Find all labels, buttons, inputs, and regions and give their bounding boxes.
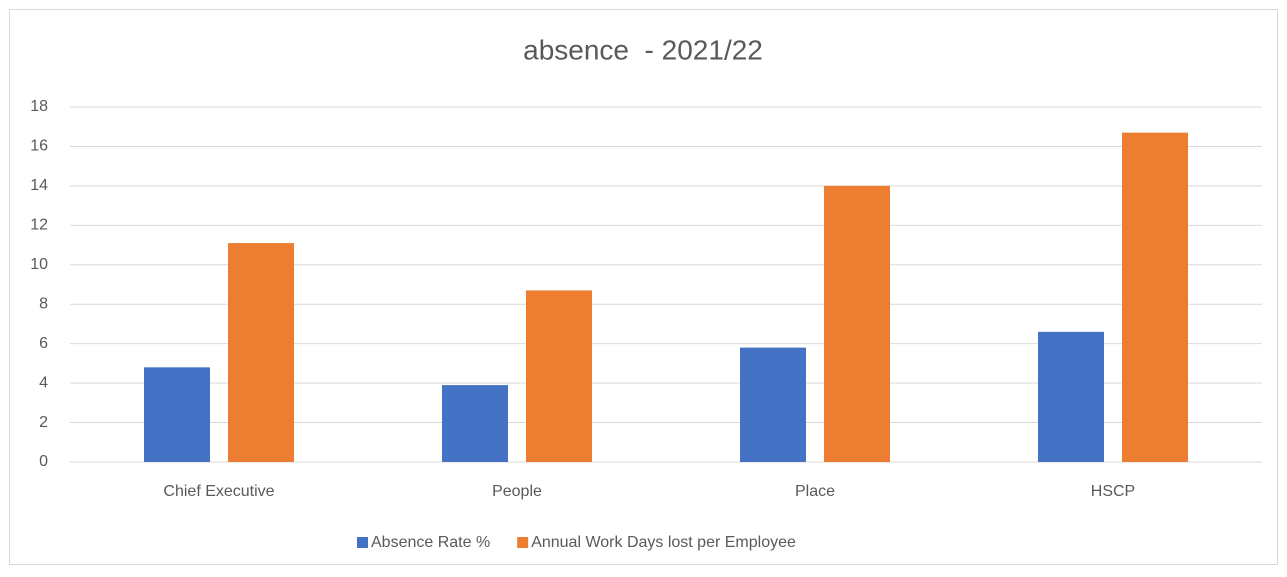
- legend-label: Absence Rate %: [371, 534, 490, 551]
- y-tick-label: 16: [30, 138, 48, 155]
- bar: [526, 290, 592, 462]
- bar: [740, 347, 806, 462]
- bar: [228, 243, 294, 462]
- y-tick-label: 6: [39, 335, 48, 352]
- y-tick-label: 12: [30, 217, 48, 234]
- y-tick-label: 18: [30, 98, 48, 115]
- bar: [442, 385, 508, 462]
- y-tick-label: 4: [39, 374, 48, 391]
- bar: [824, 185, 890, 462]
- x-tick-label: Chief Executive: [163, 483, 274, 500]
- bar: [1122, 132, 1188, 462]
- legend-swatch: [357, 537, 368, 548]
- chart-frame: [9, 9, 1278, 565]
- y-tick-label: 2: [39, 414, 48, 431]
- y-tick-label: 0: [39, 453, 48, 470]
- y-tick-label: 14: [30, 177, 48, 194]
- x-tick-label: Place: [795, 483, 835, 500]
- legend-label: Annual Work Days lost per Employee: [531, 534, 796, 551]
- x-tick-label: People: [492, 483, 542, 500]
- bar: [144, 367, 210, 462]
- bar: [1038, 331, 1104, 462]
- x-tick-label: HSCP: [1091, 483, 1135, 500]
- y-tick-label: 8: [39, 295, 48, 312]
- legend-swatch: [517, 537, 529, 548]
- y-tick-label: 10: [30, 256, 48, 273]
- chart-title: absence - 2021/22: [523, 34, 763, 65]
